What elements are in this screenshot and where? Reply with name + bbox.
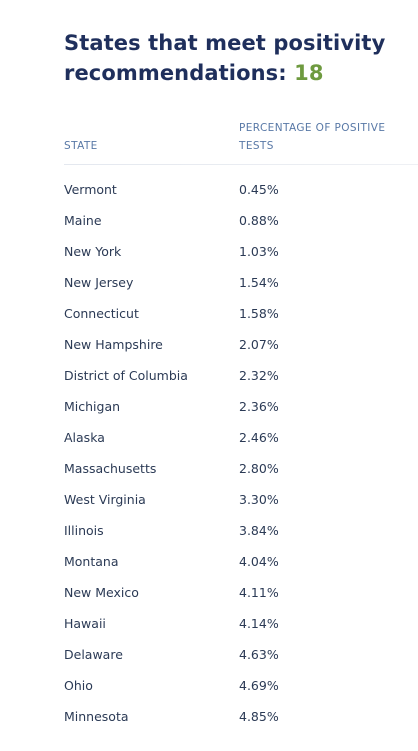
positivity-percentage-cell: 4.85% xyxy=(239,709,279,724)
column-header-percentage: PERCENTAGE OF POSITIVE TESTS xyxy=(239,122,386,152)
positivity-percentage-cell: 4.69% xyxy=(239,678,279,693)
table-row: Maine 0.88% xyxy=(0,205,418,236)
positivity-percentage-cell: 2.80% xyxy=(239,461,279,476)
table-row: New Jersey 1.54% xyxy=(0,267,418,298)
positivity-percentage-cell: 4.04% xyxy=(239,554,279,569)
table-row: Connecticut 1.58% xyxy=(0,298,418,329)
positivity-percentage-cell: 4.11% xyxy=(239,585,279,600)
positivity-percentage-cell: 0.88% xyxy=(239,213,279,228)
table-row: Alaska 2.46% xyxy=(0,422,418,453)
table-row: Montana 4.04% xyxy=(0,546,418,577)
state-name-cell: New Jersey xyxy=(64,275,134,290)
positivity-percentage-cell: 0.45% xyxy=(239,182,279,197)
table-row: New Mexico 4.11% xyxy=(0,577,418,608)
state-name-cell: Maine xyxy=(64,213,102,228)
positivity-percentage-cell: 3.30% xyxy=(239,492,279,507)
positivity-percentage-cell: 1.54% xyxy=(239,275,279,290)
column-header-state: STATE xyxy=(64,140,98,152)
table-row: New Hampshire 2.07% xyxy=(0,329,418,360)
state-name-cell: District of Columbia xyxy=(64,368,188,383)
table-row: Minnesota 4.85% xyxy=(0,701,418,732)
state-name-cell: Montana xyxy=(64,554,119,569)
state-name-cell: New York xyxy=(64,244,122,259)
table-row: Delaware 4.63% xyxy=(0,639,418,670)
positivity-percentage-cell: 4.14% xyxy=(239,616,279,631)
states-table-body: Vermont 0.45% Maine 0.88% New York 1.03% New J… xyxy=(0,174,418,732)
table-row: Massachusetts 2.80% xyxy=(0,453,418,484)
positivity-percentage-cell: 2.32% xyxy=(239,368,279,383)
positivity-percentage-cell: 2.46% xyxy=(239,430,279,445)
state-name-cell: New Hampshire xyxy=(64,337,163,352)
table-row: Vermont 0.45% xyxy=(0,174,418,205)
state-name-cell: West Virginia xyxy=(64,492,146,507)
qualifying-states-count: 18 xyxy=(294,61,324,85)
table-row: Michigan 2.36% xyxy=(0,391,418,422)
positivity-percentage-cell: 1.03% xyxy=(239,244,279,259)
table-row: Ohio 4.69% xyxy=(0,670,418,701)
positivity-percentage-cell: 2.07% xyxy=(239,337,279,352)
page-title: States that meet positivity recommendati… xyxy=(64,28,409,88)
table-row: Hawaii 4.14% xyxy=(0,608,418,639)
page-title-text: States that meet positivity recommendati… xyxy=(64,31,386,85)
state-name-cell: Michigan xyxy=(64,399,121,414)
positivity-percentage-cell: 1.58% xyxy=(239,306,279,321)
positivity-percentage-cell: 4.63% xyxy=(239,647,279,662)
header-divider xyxy=(64,164,418,165)
table-row: Illinois 3.84% xyxy=(0,515,418,546)
state-name-cell: Hawaii xyxy=(64,616,106,631)
positivity-percentage-cell: 2.36% xyxy=(239,399,279,414)
table-row: District of Columbia 2.32% xyxy=(0,360,418,391)
state-name-cell: Alaska xyxy=(64,430,105,445)
positivity-percentage-cell: 3.84% xyxy=(239,523,279,538)
state-name-cell: New Mexico xyxy=(64,585,139,600)
state-name-cell: Minnesota xyxy=(64,709,129,724)
state-name-cell: Ohio xyxy=(64,678,93,693)
state-name-cell: Delaware xyxy=(64,647,123,662)
table-row: West Virginia 3.30% xyxy=(0,484,418,515)
state-name-cell: Vermont xyxy=(64,182,117,197)
state-name-cell: Connecticut xyxy=(64,306,139,321)
state-name-cell: Illinois xyxy=(64,523,104,538)
table-row: New York 1.03% xyxy=(0,236,418,267)
state-name-cell: Massachusetts xyxy=(64,461,157,476)
